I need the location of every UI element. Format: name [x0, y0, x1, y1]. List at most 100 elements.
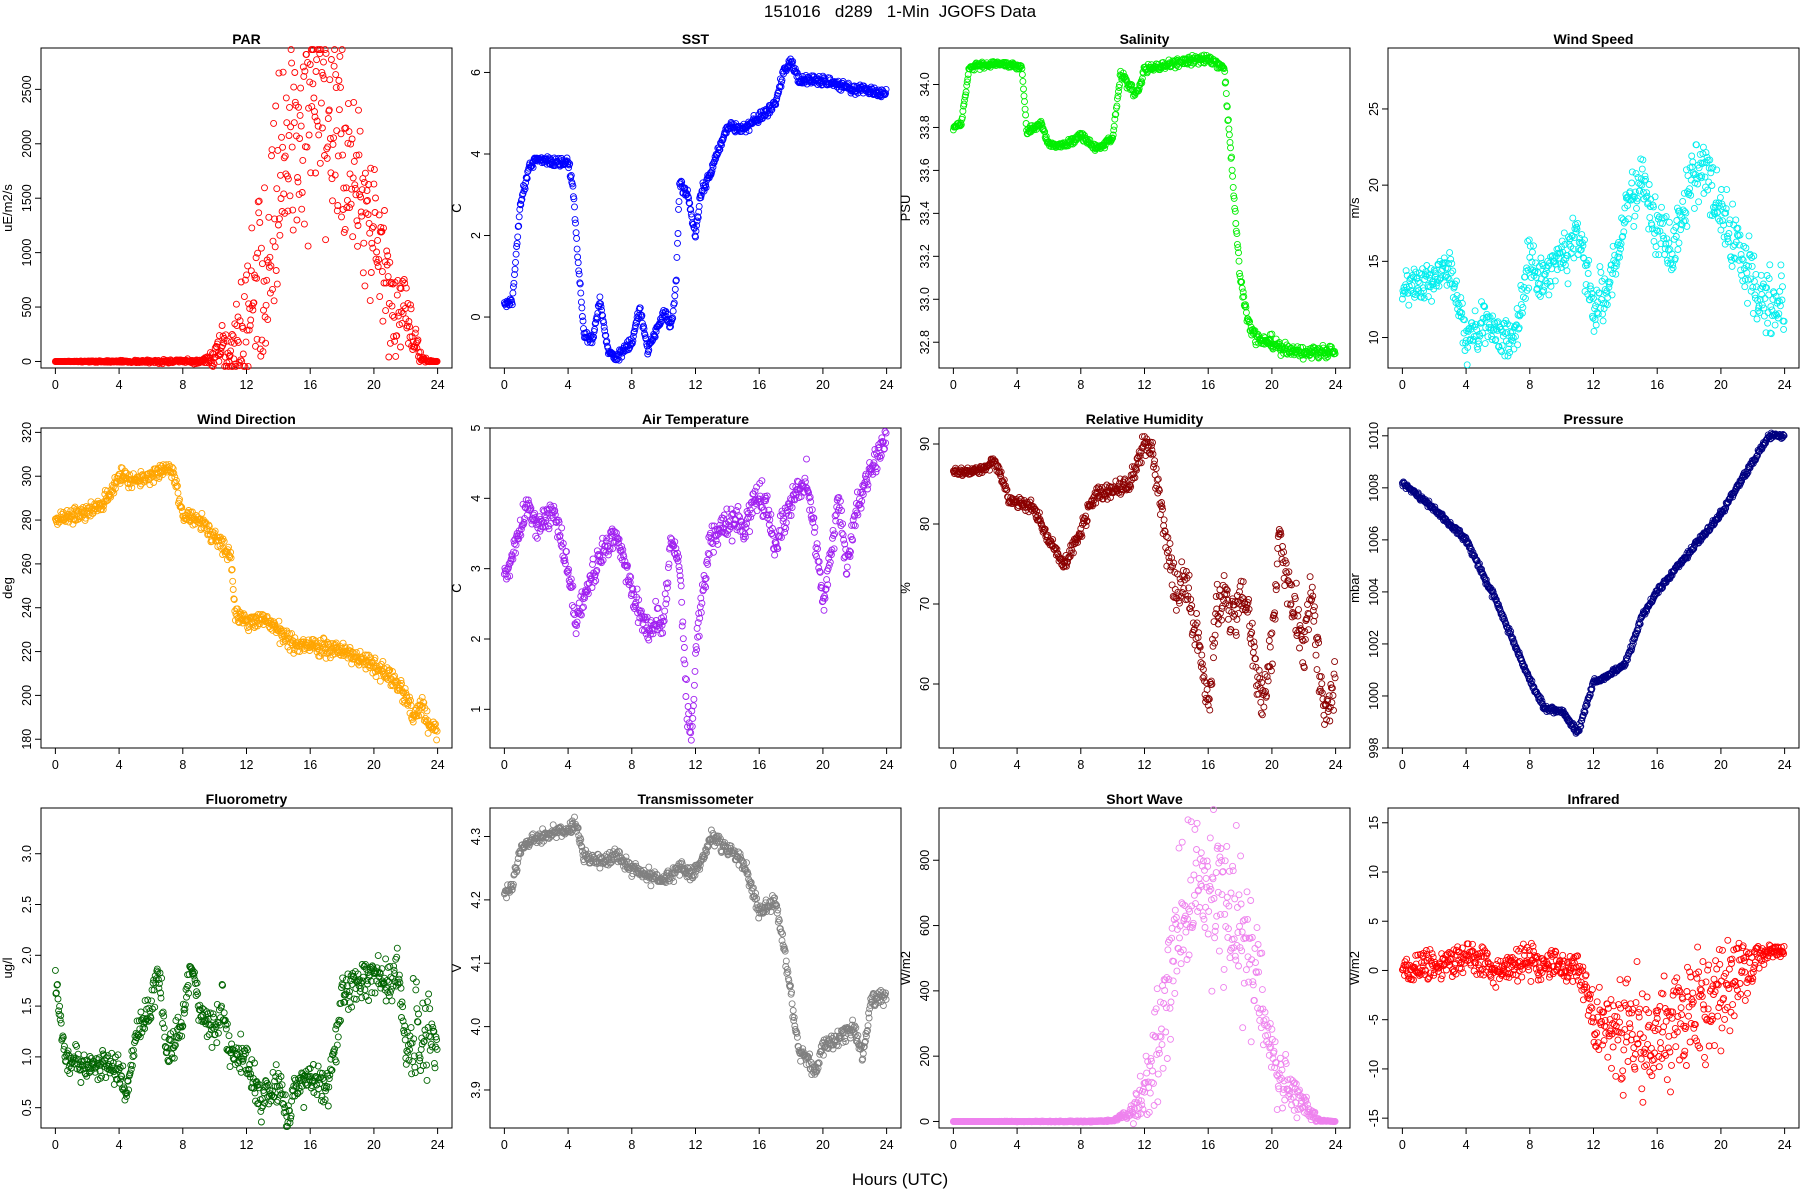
data-point [373, 248, 381, 256]
data-point [1498, 348, 1506, 356]
data-point [1110, 122, 1118, 130]
data-point [882, 89, 890, 97]
data-point [669, 307, 677, 315]
data-point [776, 75, 784, 83]
data-point [394, 276, 402, 284]
data-point [1519, 293, 1527, 301]
data-point [229, 332, 237, 340]
data-point [681, 660, 689, 668]
data-point [516, 205, 524, 213]
y-tick-label: 60 [918, 677, 932, 691]
data-point [782, 524, 790, 532]
y-tick-label: 34.0 [918, 72, 932, 96]
data-point [305, 104, 313, 112]
data-point [355, 151, 363, 159]
data-point [777, 83, 785, 91]
data-point [680, 656, 688, 664]
data-point [665, 560, 673, 568]
data-point [262, 339, 270, 347]
data-point [332, 71, 340, 79]
data-point [803, 455, 810, 463]
data-point [694, 213, 702, 221]
plot-frame [938, 47, 1351, 369]
data-point [274, 146, 282, 154]
data-point [1545, 291, 1553, 299]
data-point [233, 322, 241, 330]
y-tick-label: 1000 [20, 239, 34, 267]
data-point [1679, 197, 1687, 205]
data-point [596, 293, 604, 301]
y-tick-label: 1 [469, 706, 483, 713]
data-point [791, 65, 799, 73]
data-point [1646, 214, 1654, 222]
data-point [372, 255, 380, 263]
data-point [385, 353, 393, 361]
data-points [949, 51, 1339, 363]
data-point [368, 224, 376, 232]
data-point [392, 352, 400, 360]
data-point [330, 134, 338, 142]
data-point [313, 56, 321, 64]
data-point [341, 225, 349, 233]
data-point [690, 695, 698, 703]
data-point [684, 186, 691, 194]
data-point [330, 62, 338, 70]
data-point [347, 200, 355, 208]
data-point [361, 282, 369, 290]
data-point [325, 106, 333, 114]
data-point [243, 326, 251, 334]
data-point [674, 230, 682, 237]
data-point [229, 586, 237, 593]
data-point [239, 324, 247, 332]
data-point [263, 276, 271, 284]
x-tick-label: 12 [240, 378, 254, 392]
data-point [512, 250, 520, 258]
y-tick-label: 500 [20, 297, 34, 318]
data-point [357, 208, 365, 216]
data-point [387, 279, 395, 286]
plot-title: PAR [232, 31, 261, 47]
y-tick-label: 220 [20, 641, 34, 662]
data-point [272, 102, 280, 110]
data-points [949, 433, 1339, 728]
data-point [335, 77, 343, 84]
data-point [250, 299, 258, 307]
data-point [323, 154, 331, 162]
data-point [301, 67, 309, 75]
data-point [572, 229, 580, 237]
data-point [651, 333, 659, 341]
data-point [311, 113, 319, 121]
x-tick-label: 12 [689, 758, 703, 772]
data-point [319, 71, 327, 79]
data-point [267, 262, 275, 270]
data-point [254, 198, 262, 206]
data-point [393, 291, 401, 299]
data-point [687, 206, 695, 214]
data-point [815, 72, 823, 80]
data-point [198, 509, 206, 517]
data-point [1729, 200, 1737, 208]
data-point [507, 297, 515, 305]
data-point [275, 69, 283, 77]
data-point [273, 185, 281, 193]
x-tick-label: 4 [565, 378, 572, 392]
data-point [702, 181, 710, 189]
y-tick-label: 2 [469, 232, 483, 239]
data-point [1471, 307, 1479, 315]
data-point [245, 300, 253, 308]
x-tick-label: 0 [501, 758, 508, 772]
data-point [675, 205, 682, 213]
data-point [312, 68, 320, 75]
data-point [386, 258, 394, 266]
data-point [337, 83, 344, 91]
y-tick-label: 0 [469, 314, 483, 321]
data-point [268, 152, 275, 160]
data-point [354, 242, 361, 250]
data-point [305, 131, 313, 139]
data-point [1695, 198, 1703, 206]
data-point [1449, 267, 1457, 275]
data-point [174, 489, 182, 497]
data-point [329, 140, 337, 148]
